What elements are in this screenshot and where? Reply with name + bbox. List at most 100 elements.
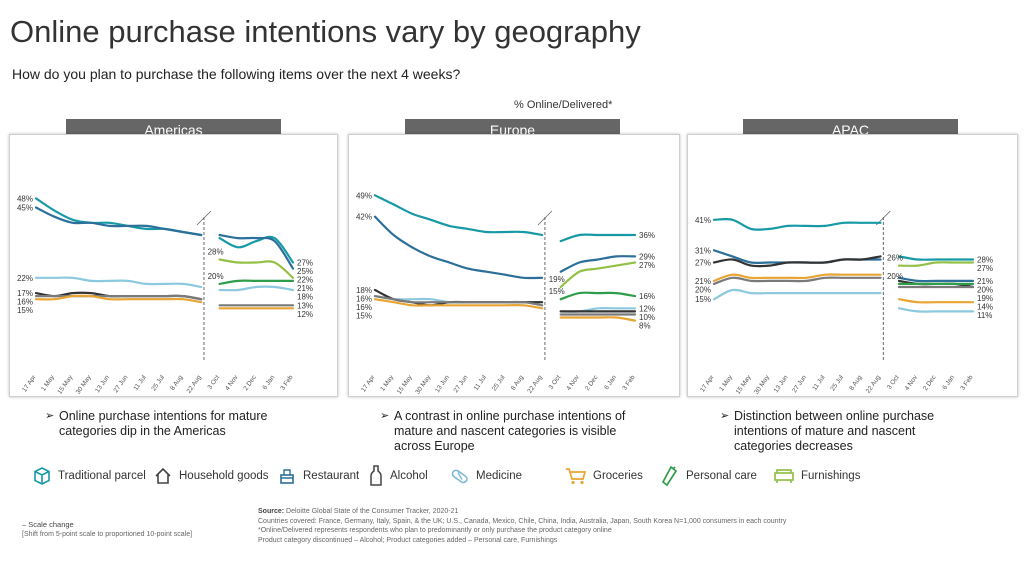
end-label-medicine: 13% bbox=[297, 301, 313, 310]
x-tick-label: 11 Jul bbox=[132, 374, 148, 392]
end-label-restaurant: 12% bbox=[639, 304, 655, 313]
x-tick-label: 17 Apr bbox=[360, 373, 377, 393]
x-tick-label: 3 Feb bbox=[279, 374, 294, 392]
end-label-household-goods: 25% bbox=[297, 267, 313, 276]
x-tick-label: 2 Dec bbox=[922, 374, 938, 393]
x-tick-label: 3 Oct bbox=[548, 374, 563, 391]
end-label-personal-care: 21% bbox=[297, 284, 313, 293]
start-label-groceries: 15% bbox=[356, 312, 372, 321]
start-label-traditional-parcel: 49% bbox=[356, 191, 372, 200]
start-label-furnishings: 28% bbox=[208, 247, 224, 256]
legend-item-household-goods: Household goods bbox=[153, 464, 269, 488]
x-tick-label: 3 Oct bbox=[207, 374, 222, 391]
x-tick-label: 1 May bbox=[379, 374, 395, 393]
x-tick-label: 22 Aug bbox=[186, 374, 204, 395]
source-note: Source: Deloitte Global State of the Con… bbox=[258, 508, 787, 544]
sofa-icon bbox=[774, 469, 794, 483]
series-line-restaurant bbox=[34, 276, 203, 289]
start-label-medicine: 16% bbox=[17, 298, 33, 307]
x-tick-label: 25 Jul bbox=[491, 374, 507, 393]
scale-change-break bbox=[196, 210, 212, 226]
x-tick-label: 22 Aug bbox=[526, 374, 544, 395]
end-label-traditional-parcel: 28% bbox=[977, 255, 993, 264]
x-tick-label: 1 May bbox=[40, 374, 56, 393]
legend-item-restaurant: Restaurant bbox=[277, 464, 359, 488]
x-tick-label: 3 Feb bbox=[959, 374, 974, 392]
start-label-restaurant: 22% bbox=[17, 274, 33, 283]
x-tick-label: 8 Aug bbox=[169, 374, 184, 392]
series-line-restaurant bbox=[712, 288, 882, 301]
x-tick-label: 3 Oct bbox=[886, 374, 901, 391]
x-tick-label: 30 May bbox=[753, 374, 771, 396]
series-line-groceries bbox=[712, 273, 882, 282]
x-tick-label: 6 Jan bbox=[261, 374, 276, 391]
house-icon bbox=[155, 467, 171, 484]
x-tick-label: 27 Jun bbox=[112, 374, 129, 394]
series-line-medicine bbox=[373, 295, 544, 307]
x-tick-label: 13 Jun bbox=[434, 374, 451, 394]
pill-icon bbox=[451, 469, 468, 484]
bullet-arrow-icon: ➢ bbox=[380, 410, 390, 422]
series-line-furnishings bbox=[897, 261, 975, 267]
x-tick-label: 4 Nov bbox=[224, 374, 240, 393]
end-label-alcohol: 10% bbox=[639, 313, 655, 322]
x-tick-label: 4 Nov bbox=[565, 374, 581, 393]
start-label-alcohol: 18% bbox=[356, 286, 372, 295]
x-tick-label: 4 Nov bbox=[904, 374, 920, 393]
x-tick-label: 30 May bbox=[75, 374, 93, 396]
line-chart-europe: 15%19%49%42%18%16%16%15%36%29%27%16%12%1… bbox=[356, 191, 655, 396]
x-tick-label: 13 Jun bbox=[94, 374, 111, 394]
line-chart-apac: 20%26%41%31%27%21%20%15%28%27%21%20%19%1… bbox=[695, 210, 993, 396]
x-tick-label: 11 Jul bbox=[473, 374, 489, 392]
end-label-restaurant: 11% bbox=[977, 311, 992, 320]
chart-panel-europe: 15% 19% 49% 42% 18% 16% 16% 15% 36% 29% 27% 16% 12% 1… bbox=[348, 134, 680, 397]
start-label-traditional-parcel: 48% bbox=[17, 194, 33, 203]
start-label-medicine: 20% bbox=[695, 285, 711, 294]
x-tick-label: 22 Aug bbox=[865, 374, 883, 395]
series-line-alcohol bbox=[712, 255, 882, 268]
series-line-household-goods bbox=[218, 233, 295, 270]
x-tick-label: 17 Apr bbox=[21, 373, 38, 393]
restaurant-icon bbox=[280, 469, 294, 484]
end-label-furnishings: 27% bbox=[977, 264, 993, 273]
end-label-traditional-parcel: 36% bbox=[639, 231, 655, 240]
series-line-traditional-parcel bbox=[559, 233, 637, 243]
series-line-restaurant bbox=[218, 285, 295, 292]
x-tick-label: 2 Dec bbox=[584, 374, 600, 393]
x-tick-label: 6 Jan bbox=[941, 374, 956, 391]
series-line-medicine bbox=[34, 294, 203, 301]
series-line-groceries bbox=[897, 298, 975, 304]
series-line-personal-care bbox=[559, 291, 637, 301]
start-label-alcohol: 27% bbox=[695, 259, 711, 268]
cart-icon bbox=[566, 468, 587, 485]
series-line-household-goods bbox=[897, 276, 975, 283]
start-label-household-goods: 31% bbox=[695, 246, 711, 255]
legend-item-alcohol: Alcohol bbox=[368, 464, 428, 488]
series-line-household-goods bbox=[34, 206, 203, 237]
x-tick-label: 2 Dec bbox=[242, 374, 258, 393]
end-label-personal-care: 16% bbox=[639, 292, 655, 301]
start-label-alcohol: 17% bbox=[17, 289, 33, 298]
legend-item-traditional-parcel: Traditional parcel bbox=[32, 464, 146, 488]
end-label-furnishings: 27% bbox=[639, 261, 655, 270]
end-label-groceries: 8% bbox=[639, 321, 651, 330]
start-label-restaurant: 15% bbox=[695, 295, 711, 304]
parcel-icon bbox=[34, 467, 50, 485]
start-label-household-goods: 45% bbox=[17, 204, 33, 213]
x-tick-label: 15 May bbox=[735, 374, 753, 396]
x-tick-label: 8 Aug bbox=[510, 374, 525, 392]
end-label-traditional-parcel: 27% bbox=[297, 259, 313, 268]
series-line-groceries bbox=[373, 298, 544, 310]
start-label-furnishings: 19% bbox=[549, 275, 565, 284]
legend-item-furnishings: Furnishings bbox=[773, 464, 860, 488]
series-line-furnishings bbox=[218, 258, 295, 279]
chart-panel-apac: 20% 26% 41% 31% 27% 21% 20% 15% 28% 27% 21% 20% 19% 1… bbox=[687, 134, 1018, 397]
series-line-furnishings bbox=[559, 261, 637, 289]
x-tick-label: 25 Jul bbox=[150, 374, 166, 393]
series-line-medicine bbox=[712, 276, 882, 285]
start-label-household-goods: 42% bbox=[356, 213, 372, 222]
x-tick-label: 15 May bbox=[396, 374, 414, 396]
x-tick-label: 1 May bbox=[718, 374, 734, 393]
start-label-traditional-parcel: 41% bbox=[695, 216, 711, 225]
scale-change-label: – Scale change bbox=[22, 520, 74, 529]
